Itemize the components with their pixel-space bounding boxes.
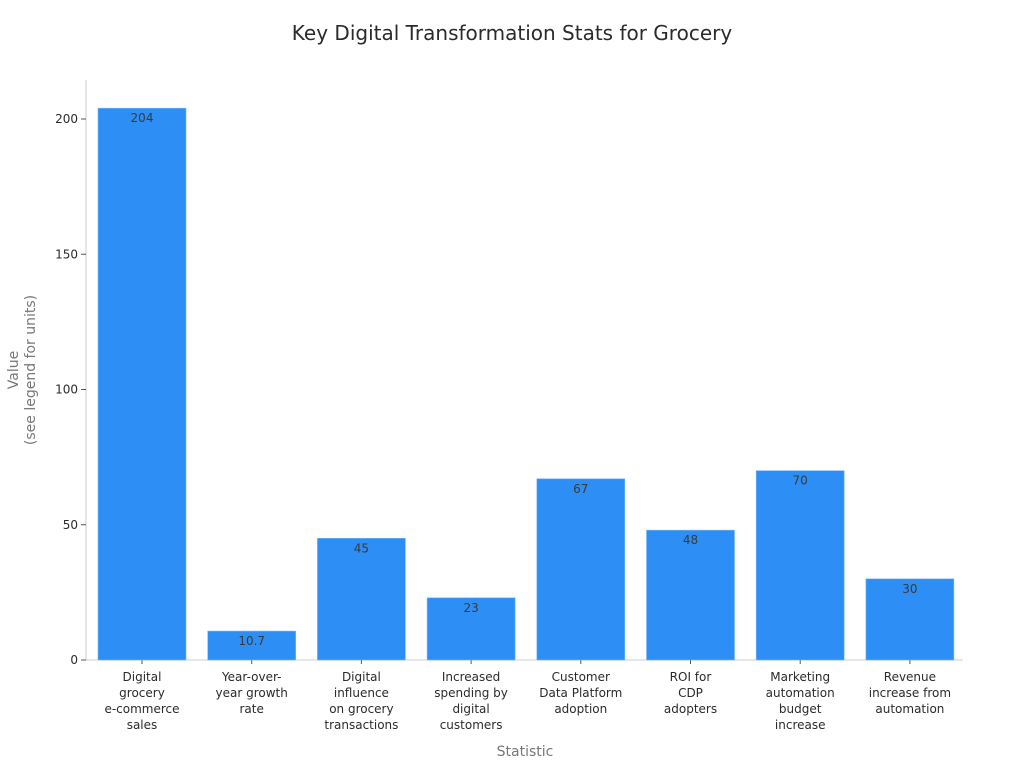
y-axis-title-line: (see legend for units) — [23, 295, 39, 445]
y-tick-label: 50 — [63, 518, 78, 532]
y-axis-title: Value(see legend for units) — [6, 295, 39, 445]
bar-group: 10.7 — [207, 630, 296, 661]
bar — [207, 630, 296, 661]
x-tick-label: ROI for CDP adopters — [664, 670, 717, 716]
y-tick-label: 150 — [55, 247, 78, 261]
y-tick-label: 0 — [70, 653, 78, 667]
bar-group: 67 — [536, 478, 626, 661]
bar-group: 48 — [646, 529, 735, 661]
bar — [755, 470, 845, 661]
bar — [536, 478, 626, 661]
x-axis-title: Statistic — [497, 744, 554, 760]
x-axis: Digital grocery e-commerce sales Year-over-y… — [86, 659, 963, 732]
bar — [646, 529, 735, 661]
x-tick-label: Digital grocery e-commerce sales — [104, 670, 179, 732]
bar-value-label: 70 — [793, 474, 808, 488]
bar-value-label: 10.7 — [238, 634, 265, 648]
bar-value-label: 45 — [354, 541, 369, 555]
chart-title: Key Digital Transformation Stats for Gro… — [292, 21, 733, 45]
y-tick-label: 100 — [55, 383, 78, 397]
bar-group: 204 — [97, 107, 187, 661]
bar — [426, 597, 516, 661]
x-tick-label: Customer Data Platform adoption — [539, 670, 622, 716]
bar — [865, 578, 955, 661]
y-axis: 0 50 100 150 200 — [55, 80, 87, 667]
bar-group: 70 — [755, 470, 845, 661]
bars: 204 10.7 45 23 67 48 70 30 — [97, 107, 955, 661]
bar-value-label: 30 — [902, 582, 917, 596]
bar-value-label: 48 — [683, 533, 698, 547]
bar-group: 30 — [865, 578, 955, 661]
bar-value-label: 204 — [131, 111, 154, 125]
bar — [317, 537, 406, 661]
bar — [97, 107, 187, 661]
x-tick-label: Increased spending by digital customers — [434, 670, 508, 732]
x-tick-label: Digital influence on grocery transactions — [324, 670, 398, 732]
bar-group: 23 — [426, 597, 516, 661]
bar-value-label: 67 — [573, 482, 588, 496]
bar-group: 45 — [317, 537, 406, 661]
bar-value-label: 23 — [463, 601, 478, 615]
y-tick-label: 200 — [55, 112, 78, 126]
x-tick-label: Marketing automation budget increase — [766, 670, 835, 732]
y-axis-title-line: Value — [6, 351, 22, 389]
x-tick-label: Year-over-year growth rate — [216, 670, 288, 716]
x-tick-label: Revenue increase from automation — [869, 670, 951, 716]
